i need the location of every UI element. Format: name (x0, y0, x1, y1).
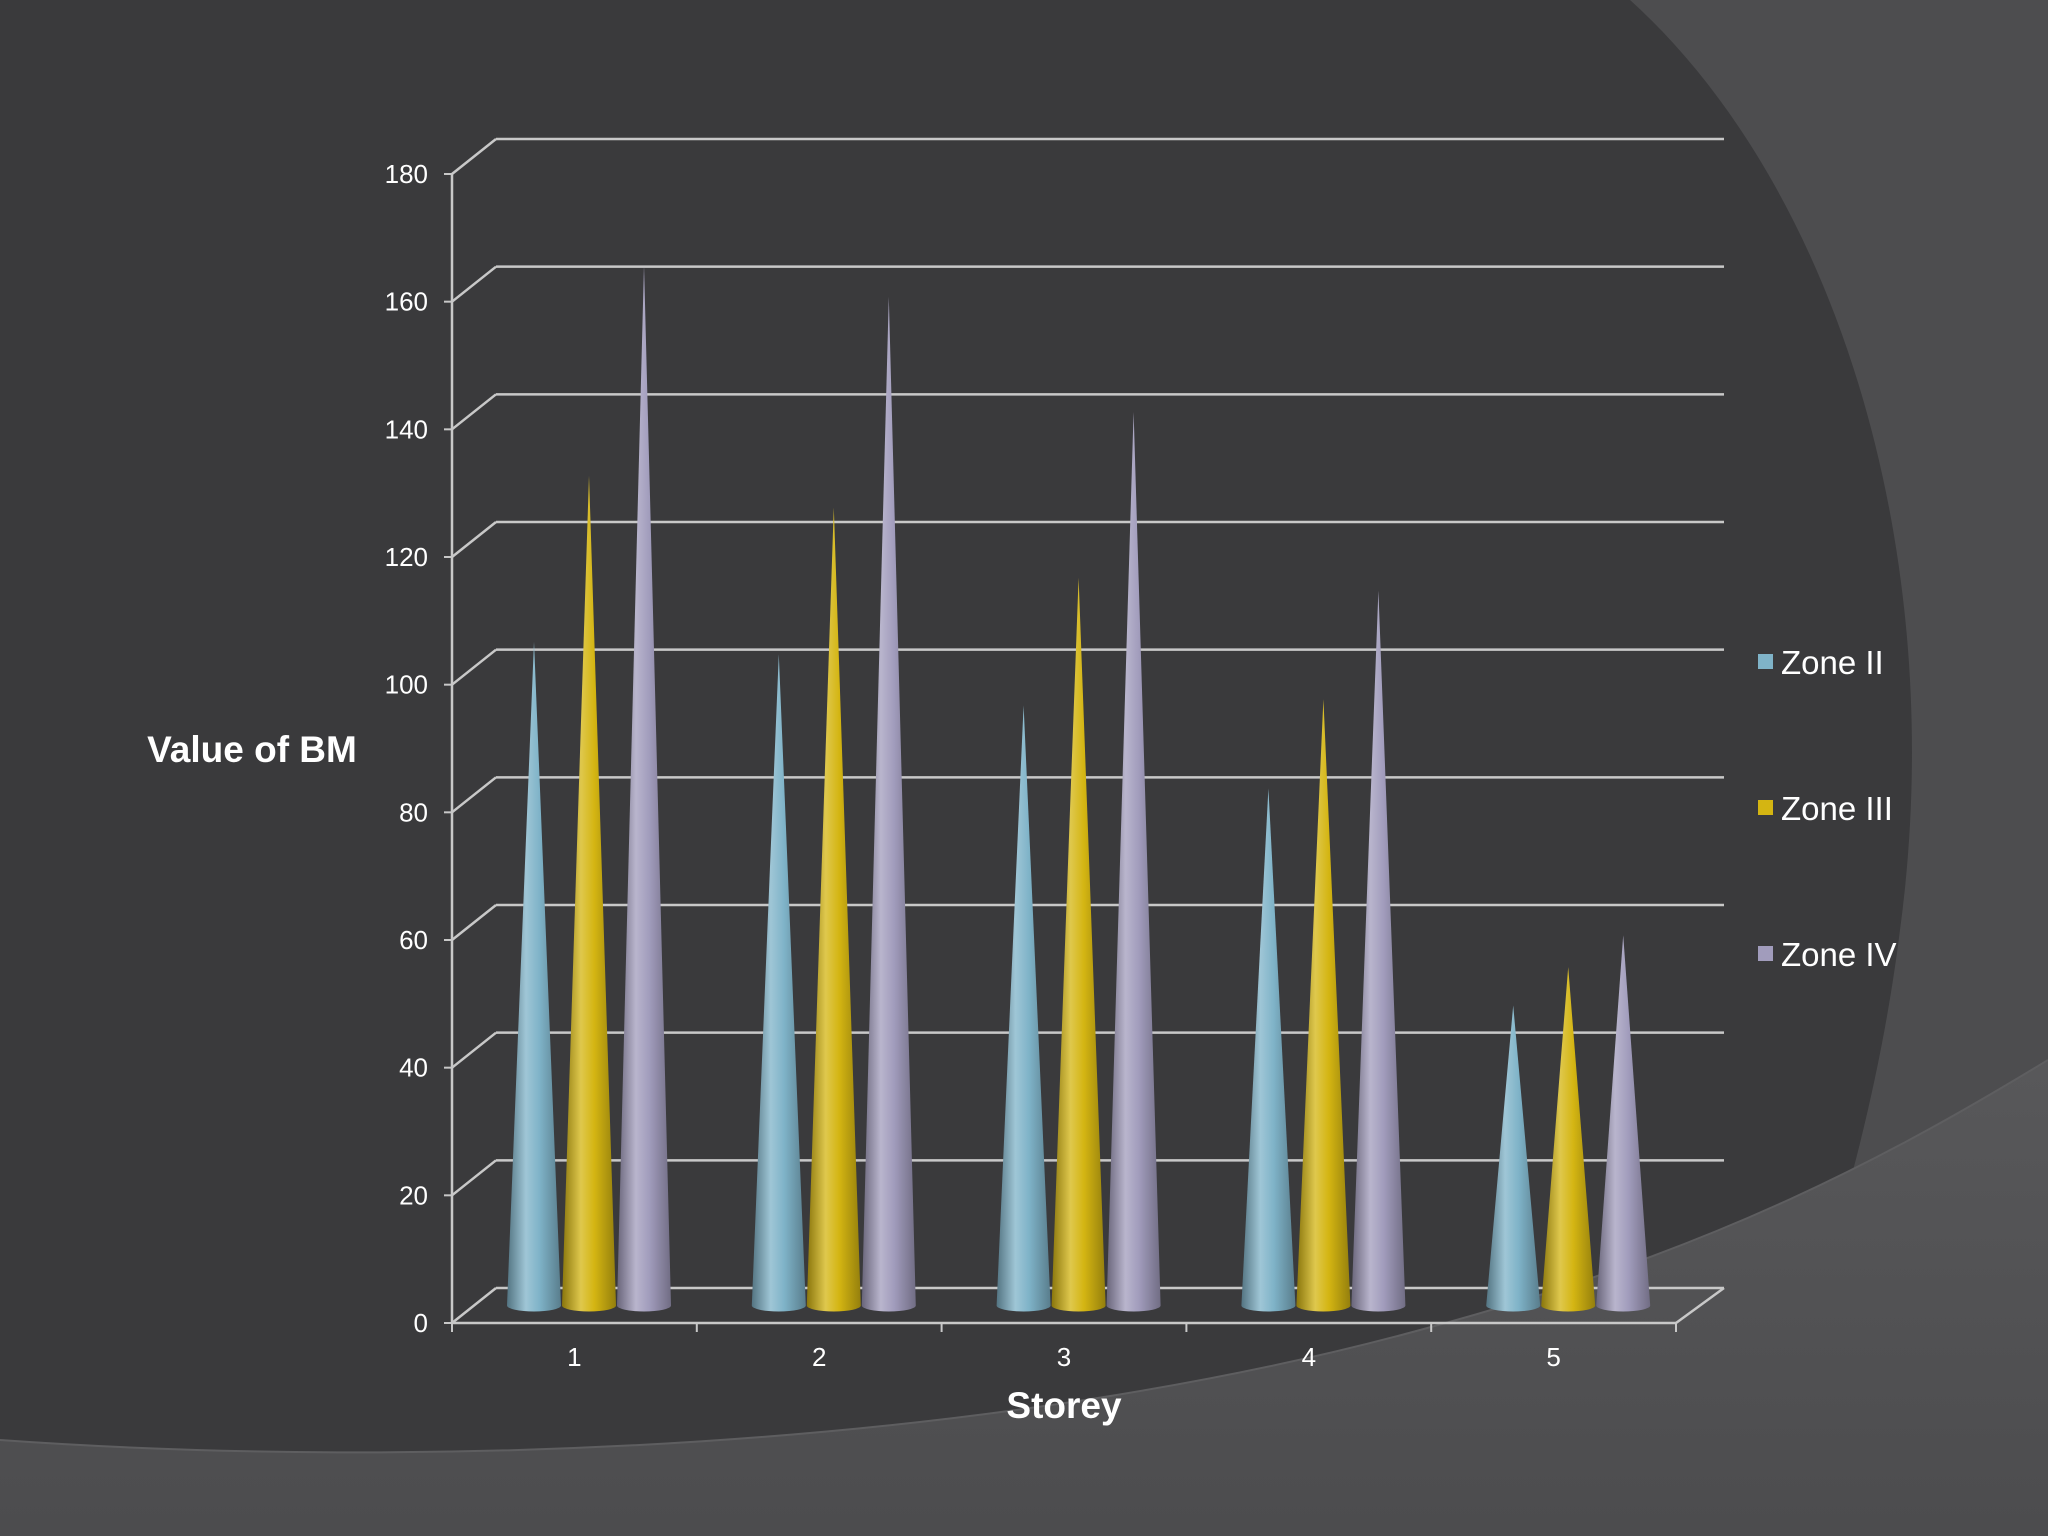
y-tick-label: 140 (385, 414, 428, 444)
y-axis-tick-labels: 0 20 40 60 80 100 120 140 160 180 (385, 159, 428, 1338)
gridline-side (451, 138, 497, 175)
x-axis-title: Storey (1006, 1385, 1122, 1426)
y-tick-label: 0 (414, 1308, 428, 1338)
x-tick-label: 2 (812, 1342, 826, 1372)
y-tick-label: 40 (399, 1053, 428, 1083)
x-tick-label: 4 (1302, 1342, 1316, 1372)
legend-swatch (1758, 654, 1773, 669)
plot-area (507, 265, 1651, 1312)
y-tick-label: 80 (399, 797, 428, 827)
x-axis-tick-labels: 1 2 3 4 5 (567, 1342, 1561, 1372)
gridline-side (451, 265, 497, 303)
cone-bar (1486, 1005, 1541, 1312)
cone-bar (1541, 967, 1596, 1312)
cone-bar (617, 265, 671, 1312)
x-tick-label: 5 (1546, 1342, 1560, 1372)
y-tick-label: 100 (385, 670, 428, 700)
legend-swatch (1758, 800, 1773, 815)
gridline-side (451, 393, 497, 431)
cone-bar (751, 654, 806, 1312)
axes (444, 173, 1725, 1332)
cone-bar (861, 296, 916, 1312)
gridline-side (451, 648, 497, 686)
y-tick-label: 160 (385, 287, 428, 317)
gridline-side (451, 1287, 497, 1324)
cone-bar (1106, 411, 1161, 1312)
legend-label: Zone II (1781, 644, 1884, 681)
floor-right-edge (1675, 1286, 1725, 1325)
cone-bar (562, 475, 616, 1312)
gridline-side (451, 1159, 497, 1197)
legend: Zone II Zone III Zone IV (1758, 644, 1897, 973)
cone-bar (1296, 699, 1351, 1312)
gridline-side (451, 521, 497, 558)
cone-bar (1596, 935, 1651, 1312)
legend-label: Zone III (1781, 790, 1893, 827)
y-tick-label: 60 (399, 925, 428, 955)
x-tick-label: 1 (567, 1342, 581, 1372)
y-tick-label: 20 (399, 1180, 428, 1210)
cone-bar (1241, 788, 1296, 1312)
x-tick-label: 3 (1057, 1342, 1071, 1372)
gridline-side (451, 776, 497, 814)
gridline-side (451, 904, 497, 941)
legend-swatch (1758, 946, 1773, 961)
cone-bar (1351, 590, 1406, 1312)
bottom-swoosh-shape (0, 1060, 2048, 1536)
gridline-side (451, 1031, 497, 1069)
y-tick-label: 180 (385, 159, 428, 189)
cone-bar (806, 507, 861, 1312)
legend-label: Zone IV (1781, 936, 1897, 973)
y-tick-label: 120 (385, 542, 428, 572)
cone-bar (507, 641, 561, 1312)
cone-bar (1051, 577, 1106, 1312)
y-axis-title: Value of BM (147, 729, 357, 770)
cone-bar (996, 705, 1051, 1312)
